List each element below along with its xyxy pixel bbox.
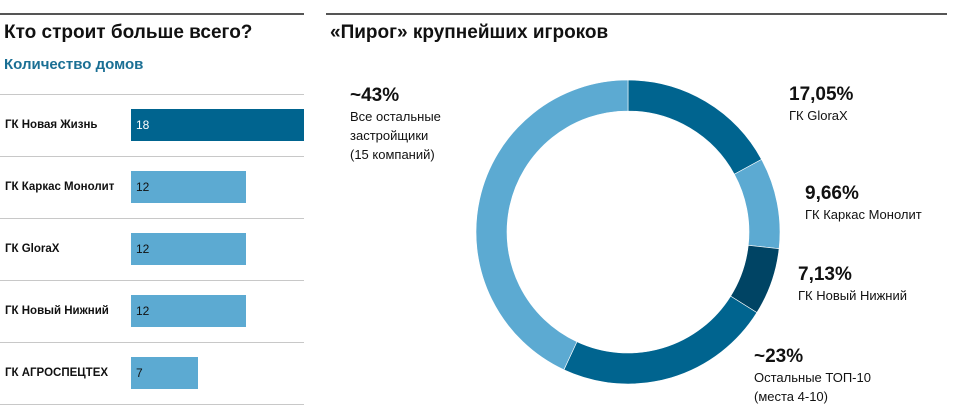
row-divider — [0, 94, 304, 95]
slice-name: ГК Каркас Монолит — [805, 207, 922, 222]
bar-chart-title: Кто строит больше всего? — [4, 22, 253, 43]
donut-slice-label: 9,66% ГК Каркас Монолит — [805, 183, 922, 224]
row-divider — [0, 404, 304, 405]
bar-value-label: 12 — [136, 242, 150, 256]
slice-name: (места 4-10) — [754, 389, 828, 404]
bar-category-label: ГК Каркас Монолит — [5, 181, 115, 193]
slice-name: застройщики — [350, 128, 429, 143]
slice-name: Остальные ТОП-10 — [754, 370, 871, 385]
row-divider — [0, 342, 304, 343]
bar: 12 — [131, 233, 247, 265]
bar-category-label: ГК GloraX — [5, 243, 60, 255]
donut-slice-label: ~43% Все остальные застройщики (15 компаний… — [350, 85, 441, 164]
bar-chart-subtitle: Количество домов — [4, 56, 144, 73]
bar: 7 — [131, 357, 199, 389]
bar-row: ГК Новая Жизнь 18 — [0, 94, 304, 156]
bar-value-label: 12 — [136, 304, 150, 318]
bar-row: ГК АГРОСПЕЦТЕХ 7 — [0, 342, 304, 404]
row-divider — [0, 280, 304, 281]
right-top-rule — [326, 13, 947, 15]
donut-slice-label: ~23% Остальные ТОП-10 (места 4-10) — [754, 346, 871, 406]
bar: 12 — [131, 171, 247, 203]
slice-percent: ~43% — [350, 85, 400, 106]
donut-chart-title: «Пирог» крупнейших игроков — [330, 22, 609, 43]
slice-name: Все остальные — [350, 109, 441, 124]
slice-percent: ~23% — [754, 346, 804, 367]
bar-row: ГК GloraX 12 — [0, 218, 304, 280]
row-divider — [0, 156, 304, 157]
bar-value-label: 7 — [136, 366, 143, 380]
donut-slice — [627, 79, 762, 175]
bar-value-label: 12 — [136, 180, 150, 194]
donut-slice — [563, 295, 758, 385]
bar-category-label: ГК Новый Нижний — [5, 305, 109, 317]
bar-category-label: ГК АГРОСПЕЦТЕХ — [5, 367, 109, 379]
donut-slice — [733, 159, 781, 250]
slice-percent: 17,05% — [789, 84, 854, 105]
bar-category-label: ГК Новая Жизнь — [5, 119, 98, 131]
slice-percent: 7,13% — [798, 264, 852, 285]
row-divider — [0, 218, 304, 219]
slice-name: ГК GloraX — [789, 108, 848, 123]
donut-slice — [475, 79, 629, 371]
left-top-rule — [0, 13, 304, 15]
slice-percent: 9,66% — [805, 183, 859, 204]
bar-value-label: 18 — [136, 118, 150, 132]
bar-row: ГК Новый Нижний 12 — [0, 280, 304, 342]
bar-row: ГК Каркас Монолит 12 — [0, 156, 304, 218]
bar: 12 — [131, 295, 247, 327]
bar: 18 — [131, 109, 304, 141]
slice-name: ГК Новый Нижний — [798, 288, 908, 303]
slice-name: (15 компаний) — [350, 147, 435, 162]
donut-slice-label: 17,05% ГК GloraX — [789, 84, 853, 125]
donut-slice-label: 7,13% ГК Новый Нижний — [798, 264, 907, 305]
